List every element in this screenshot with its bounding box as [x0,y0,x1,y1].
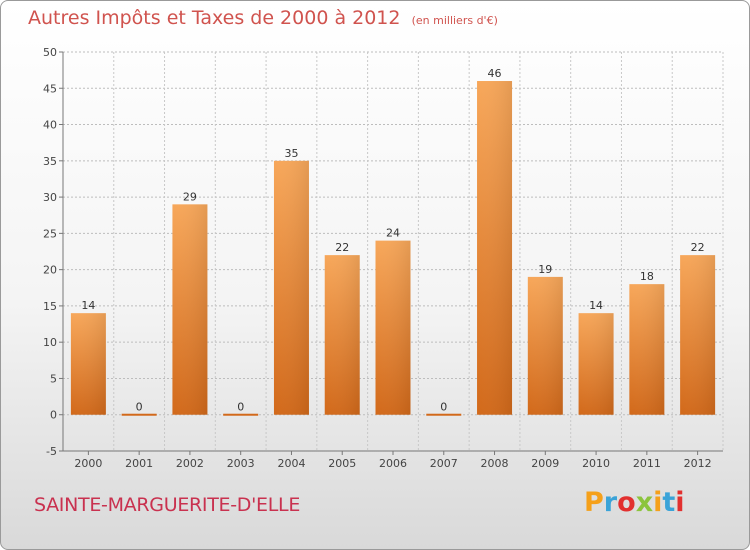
logo-letter: r [603,487,618,518]
data-label: 29 [183,190,197,203]
data-label: 0 [237,401,244,414]
data-label: 0 [440,401,447,414]
y-tick-label: 25 [43,227,57,240]
y-tick-label: 30 [43,191,57,204]
x-tick-label: 2007 [430,457,458,470]
logo-letter: i [675,487,685,518]
data-label: 22 [335,241,349,254]
x-tick-label: 2008 [481,457,509,470]
data-label: 22 [691,241,705,254]
bar [121,413,157,416]
x-tick-label: 2012 [684,457,712,470]
proxiti-logo: Proxiti [584,487,685,518]
x-tick-label: 2000 [74,457,102,470]
bar-shade [172,204,208,415]
y-tick-label: 35 [43,155,57,168]
bar-shade [578,313,614,415]
bar-shade [527,276,563,415]
logo-letter: x [635,487,654,518]
bar-shade [680,255,716,415]
data-label: 46 [488,67,502,80]
y-tick-label: 10 [43,336,57,349]
data-label: 0 [136,401,143,414]
logo-letter: o [617,487,636,518]
bar [426,413,462,416]
chart-unit: (en milliers d'€) [411,14,498,27]
logo-letter: P [584,487,604,518]
data-label: 18 [640,270,654,283]
y-tick-label: 20 [43,264,57,277]
x-tick-label: 2010 [582,457,610,470]
x-tick-label: 2009 [531,457,559,470]
bar-shade [273,160,309,415]
bar-shade [70,313,106,415]
logo-letter: i [653,487,663,518]
commune-name: SAINTE-MARGUERITE-D'ELLE [34,494,301,516]
x-tick-label: 2005 [328,457,356,470]
y-tick-label: 0 [50,409,57,422]
x-tick-label: 2006 [379,457,407,470]
y-tick-label: 40 [43,119,57,132]
logo-letter: t [662,487,676,518]
y-tick-label: 5 [50,372,57,385]
y-tick-label: 45 [43,82,57,95]
bar-shade [324,255,360,415]
bar-shade [629,284,665,415]
bar [223,413,259,416]
x-tick-label: 2002 [176,457,204,470]
x-tick-label: 2001 [125,457,153,470]
axis-layer: -5 0 5 10 15 20 25 30 35 40 45 50 2000 2001 2002 2003 20… [43,46,723,470]
y-tick-label: -5 [46,445,57,458]
x-tick-label: 2004 [277,457,305,470]
data-label: 14 [81,299,95,312]
data-label: 24 [386,227,400,240]
x-tick-label: 2003 [227,457,255,470]
chart-title: Autres Impôts et Taxes de 2000 à 2012 [28,7,401,29]
x-tick-label: 2011 [633,457,661,470]
bar-shade [477,81,513,415]
y-tick-label: 50 [43,46,57,59]
bars-layer: 14 0 29 0 35 22 24 0 46 19 14 18 22 [70,67,716,416]
data-label: 14 [589,299,603,312]
data-label: 19 [538,263,552,276]
title-row: Autres Impôts et Taxes de 2000 à 2012 (e… [28,7,498,29]
bar-shade [375,240,411,415]
y-tick-label: 15 [43,300,57,313]
data-label: 35 [284,147,298,160]
